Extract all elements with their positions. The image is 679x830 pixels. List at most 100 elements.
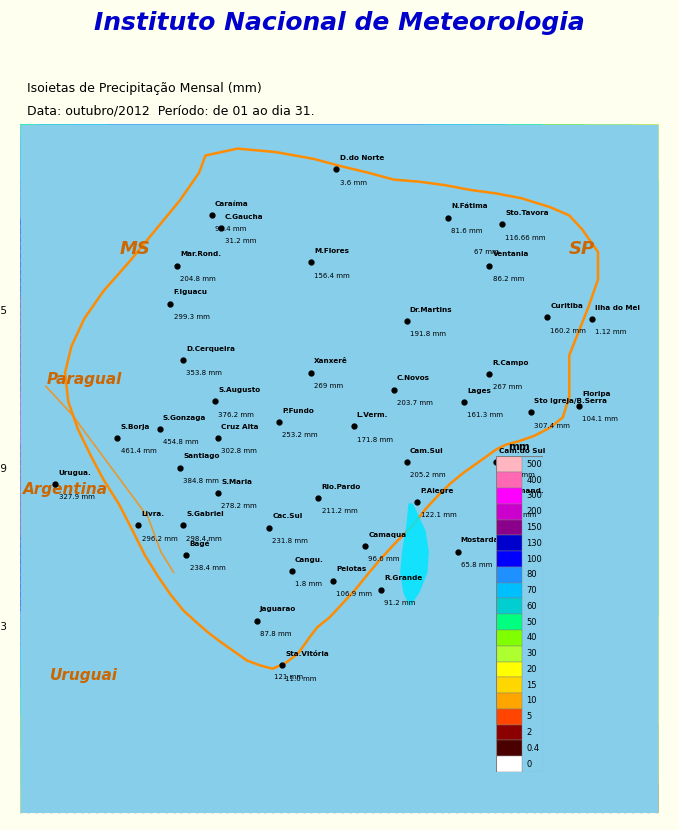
Text: 67 mm: 67 mm [474, 249, 498, 255]
Text: 150: 150 [527, 523, 543, 532]
Text: Santiago: Santiago [183, 453, 219, 459]
Text: 203.7 mm: 203.7 mm [397, 400, 433, 406]
Text: 70: 70 [527, 586, 537, 595]
Text: S.Gabriel: S.Gabriel [186, 511, 224, 517]
Text: 353.8 mm: 353.8 mm [186, 370, 222, 377]
Text: 87.8 mm: 87.8 mm [259, 631, 291, 637]
Bar [496, 725, 522, 740]
Text: P.Alegre: P.Alegre [420, 488, 454, 494]
Text: 31.2 mm: 31.2 mm [225, 238, 256, 244]
Text: D.do Norte: D.do Norte [340, 155, 384, 161]
Text: 307.4 mm: 307.4 mm [534, 422, 570, 429]
Text: 500: 500 [527, 460, 543, 469]
Bar [496, 472, 522, 488]
Text: 130: 130 [527, 539, 543, 548]
Text: 327.9 mm: 327.9 mm [58, 495, 94, 500]
Text: 106.9 mm: 106.9 mm [336, 591, 372, 597]
Text: Sto.Tavora: Sto.Tavora [505, 210, 549, 216]
Text: 267 mm: 267 mm [493, 384, 521, 390]
Text: C.Gaucha: C.Gaucha [225, 213, 263, 220]
Bar [496, 567, 522, 583]
Text: 400: 400 [527, 476, 543, 485]
Text: 121 mm: 121 mm [274, 674, 303, 680]
Text: Curitiba: Curitiba [550, 303, 583, 309]
Text: Lages: Lages [467, 388, 491, 394]
Text: R.Grande: R.Grande [384, 575, 422, 581]
Bar [496, 488, 522, 504]
Text: 302.8 mm: 302.8 mm [221, 448, 257, 454]
Text: 0.4: 0.4 [527, 744, 540, 753]
Text: Xanxerê: Xanxerê [314, 359, 348, 364]
Text: -33: -33 [0, 622, 7, 632]
Text: Sto Igreja/B.Serra: Sto Igreja/B.Serra [534, 398, 607, 404]
Bar [496, 551, 522, 567]
Text: 100: 100 [527, 554, 543, 564]
Text: 171.8 mm: 171.8 mm [356, 437, 392, 442]
Text: 160.2 mm: 160.2 mm [550, 328, 586, 334]
Text: L.Verm.: L.Verm. [356, 412, 388, 418]
PathPatch shape [20, 124, 659, 813]
Text: Cruz Alta: Cruz Alta [221, 423, 259, 430]
Bar [496, 457, 522, 472]
Text: 191.8 mm: 191.8 mm [409, 331, 445, 337]
Text: 86.2 mm: 86.2 mm [493, 276, 524, 282]
Text: 204.8 mm: 204.8 mm [180, 276, 216, 282]
Text: S.Borja: S.Borja [121, 423, 150, 430]
Text: 65.8 mm: 65.8 mm [461, 562, 492, 568]
Text: 15: 15 [527, 681, 537, 690]
Text: 30: 30 [527, 649, 537, 658]
Text: Cam.Sul: Cam.Sul [409, 448, 443, 454]
Text: 20: 20 [527, 665, 537, 674]
Text: 205.2 mm: 205.2 mm [409, 472, 445, 478]
Text: 238.4 mm: 238.4 mm [189, 565, 225, 571]
Text: 200: 200 [527, 507, 543, 516]
Bar [496, 614, 522, 630]
Text: Mostardas: Mostardas [461, 537, 504, 544]
Text: 73.0 mm: 73.0 mm [505, 512, 537, 519]
Text: -25: -25 [0, 305, 7, 315]
Text: 454.8 mm: 454.8 mm [163, 439, 198, 446]
Text: Cangu.: Cangu. [295, 557, 324, 563]
Bar [496, 583, 522, 598]
Text: 253.2 mm: 253.2 mm [282, 432, 318, 438]
Text: mm: mm [509, 442, 530, 452]
Text: 96.6 mm: 96.6 mm [368, 556, 400, 563]
Text: Pelotas: Pelotas [336, 566, 367, 573]
Text: S.Gonzaga: S.Gonzaga [163, 415, 206, 421]
Text: M.Flores: M.Flores [314, 248, 349, 254]
Text: Camaqua: Camaqua [368, 532, 406, 538]
Text: S.Augusto: S.Augusto [218, 387, 260, 393]
Bar [496, 630, 522, 646]
Text: Argentina: Argentina [22, 482, 107, 497]
Text: 3.6 mm: 3.6 mm [340, 179, 367, 186]
Text: Sta.Vitória: Sta.Vitória [285, 651, 329, 657]
Text: S.Maria: S.Maria [221, 479, 253, 485]
Text: C.Novos: C.Novos [397, 375, 430, 382]
Text: Caraíma: Caraíma [215, 201, 249, 208]
Text: Uruguai: Uruguai [50, 668, 118, 683]
Text: P.Fundo: P.Fundo [282, 408, 314, 414]
Text: 231.8 mm: 231.8 mm [272, 538, 308, 544]
Text: N.Fátima: N.Fátima [452, 203, 488, 209]
Text: 376.2 mm: 376.2 mm [218, 412, 254, 417]
Bar [496, 535, 522, 551]
Text: 93.4 mm: 93.4 mm [215, 226, 246, 232]
Text: Cac.Sul: Cac.Sul [272, 513, 303, 520]
Text: 104.1 mm: 104.1 mm [582, 416, 618, 422]
Bar [496, 756, 522, 772]
Text: Jaguarao: Jaguarao [259, 606, 296, 613]
Text: SP: SP [569, 240, 595, 257]
Text: 269 mm: 269 mm [314, 383, 343, 388]
Text: Mar.Rond.: Mar.Rond. [180, 251, 221, 257]
Text: 0: 0 [527, 759, 532, 769]
Text: 278.2 mm: 278.2 mm [221, 503, 257, 510]
Text: Data: outubro/2012  Período: de 01 ao dia 31.: Data: outubro/2012 Período: de 01 ao dia… [26, 105, 314, 118]
Text: Floripa: Floripa [582, 391, 610, 398]
Text: 1.8 mm: 1.8 mm [295, 581, 322, 588]
Bar [496, 646, 522, 662]
Text: 11.0 mm: 11.0 mm [285, 676, 316, 681]
Bar [496, 504, 522, 520]
Text: 299.3 mm: 299.3 mm [174, 314, 209, 320]
Text: 298.4 mm: 298.4 mm [186, 536, 222, 542]
Text: 40: 40 [527, 633, 537, 642]
